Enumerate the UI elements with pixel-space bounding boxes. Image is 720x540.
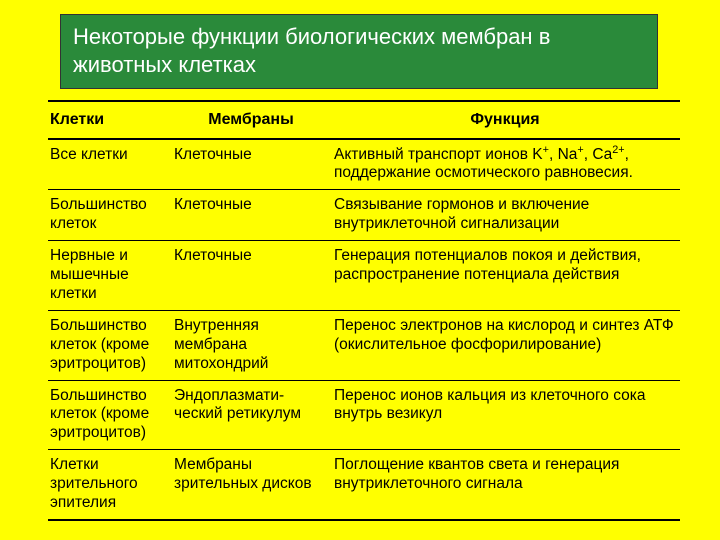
membrane-functions-table: Клетки Мембраны Функция Все клетки Клето… (48, 100, 680, 521)
cell-cells: Большинство клеток (кроме эритроцитов) (48, 380, 172, 450)
cell-function: Перенос электронов на кислород и синтез … (332, 310, 680, 380)
cell-function: Активный транспорт ионов K+, Na+, Ca2+, … (332, 139, 680, 190)
cell-function: Генерация потенциалов покоя и действия, … (332, 241, 680, 311)
table-row: Большинство клеток Клеточные Связывание … (48, 190, 680, 241)
cell-cells: Большинство клеток (48, 190, 172, 241)
cell-membranes: Клеточные (172, 139, 332, 190)
cell-membranes: Клеточные (172, 241, 332, 311)
cell-function: Перенос ионов кальция из клеточного сока… (332, 380, 680, 450)
cell-cells: Все клетки (48, 139, 172, 190)
table-row: Большинство клеток (кроме эритроцитов) Э… (48, 380, 680, 450)
cell-membranes: Внутренняя мембрана митохондрий (172, 310, 332, 380)
col-header-function: Функция (332, 101, 680, 139)
cell-function: Связывание гормонов и включение внутрикл… (332, 190, 680, 241)
table-row: Нервные и мышечные клетки Клеточные Гене… (48, 241, 680, 311)
slide-title: Некоторые функции биологических мембран … (73, 23, 645, 78)
col-header-membranes: Мембраны (172, 101, 332, 139)
slide-title-bar: Некоторые функции биологических мембран … (60, 14, 658, 89)
table-body: Все клетки Клеточные Активный транспорт … (48, 139, 680, 521)
table-row: Клетки зрительного эпителия Мембраны зри… (48, 450, 680, 520)
table-row: Все клетки Клеточные Активный транспорт … (48, 139, 680, 190)
cell-cells: Большинство клеток (кроме эритроцитов) (48, 310, 172, 380)
col-header-cells: Клетки (48, 101, 172, 139)
cell-membranes: Мембраны зрительных дисков (172, 450, 332, 520)
cell-cells: Клетки зрительного эпителия (48, 450, 172, 520)
cell-function: Поглощение квантов света и генерация вну… (332, 450, 680, 520)
cell-cells: Нервные и мышечные клетки (48, 241, 172, 311)
membrane-functions-table-wrap: Клетки Мембраны Функция Все клетки Клето… (48, 100, 680, 521)
table-header-row: Клетки Мембраны Функция (48, 101, 680, 139)
cell-membranes: Эндоплазмати-ческий ретикулум (172, 380, 332, 450)
cell-membranes: Клеточные (172, 190, 332, 241)
table-row: Большинство клеток (кроме эритроцитов) В… (48, 310, 680, 380)
